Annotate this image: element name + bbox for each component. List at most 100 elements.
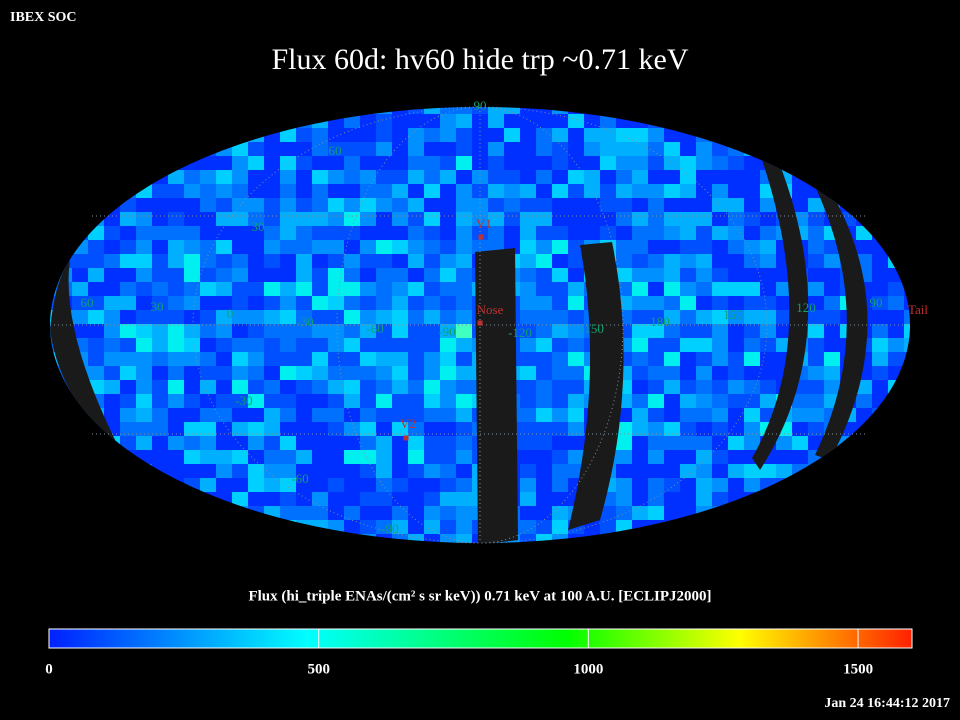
sky-tile	[680, 310, 696, 324]
sky-tile	[408, 366, 424, 380]
sky-tile	[408, 184, 424, 198]
sky-tile	[760, 240, 776, 254]
sky-tile	[88, 366, 104, 380]
sky-tile	[232, 156, 248, 170]
sky-tile	[136, 394, 152, 408]
graticule	[50, 106, 910, 544]
sky-tile	[248, 254, 264, 268]
sky-tile	[728, 394, 744, 408]
sky-tile	[296, 198, 312, 212]
sky-tile	[392, 478, 408, 492]
sky-tile	[360, 394, 376, 408]
sky-tile	[344, 338, 360, 352]
sky-tile	[536, 128, 552, 142]
sky-tile	[200, 408, 216, 422]
sky-tile	[88, 324, 104, 338]
sky-tile	[568, 450, 584, 464]
sky-tile	[440, 506, 456, 520]
sky-tile	[360, 240, 376, 254]
sky-tile	[520, 478, 536, 492]
sky-tile	[904, 324, 910, 338]
sky-tile	[664, 380, 680, 394]
longitude-label: 90	[870, 295, 883, 310]
sky-tile	[824, 268, 840, 282]
sky-tile	[856, 394, 872, 408]
sky-tile	[200, 380, 216, 394]
sky-tile	[456, 128, 472, 142]
sky-tile	[344, 282, 360, 296]
sky-tile	[328, 226, 344, 240]
markers: V1 Nose V2 Tail	[400, 216, 928, 441]
sky-tile	[520, 408, 536, 422]
sky-tile	[440, 310, 456, 324]
sky-tile	[184, 310, 200, 324]
sky-tile	[360, 142, 376, 156]
sky-tile	[872, 310, 888, 324]
sky-tile	[232, 240, 248, 254]
sky-tile	[424, 506, 440, 520]
sky-tile	[216, 296, 232, 310]
sky-tile	[792, 394, 808, 408]
sky-tile	[568, 254, 584, 268]
sky-tile	[632, 212, 648, 226]
sky-tile	[168, 464, 184, 478]
sky-tile	[280, 324, 296, 338]
sky-tile	[728, 296, 744, 310]
sky-tile	[280, 478, 296, 492]
marker-label: Tail	[908, 302, 928, 317]
sky-tile	[440, 478, 456, 492]
sky-tile	[424, 128, 440, 142]
sky-tile	[536, 338, 552, 352]
sky-tile	[296, 268, 312, 282]
sky-tile	[584, 198, 600, 212]
sky-tile	[376, 310, 392, 324]
sky-tile	[520, 422, 536, 436]
sky-tile	[824, 366, 840, 380]
sky-tile	[776, 450, 792, 464]
sky-tile	[248, 240, 264, 254]
sky-tile	[344, 506, 360, 520]
sky-tile	[232, 296, 248, 310]
sky-tile	[680, 254, 696, 268]
sky-tile	[888, 338, 904, 352]
sky-tile	[200, 240, 216, 254]
sky-tile	[408, 282, 424, 296]
sky-tile	[440, 464, 456, 478]
sky-tile	[280, 282, 296, 296]
sky-tile	[440, 268, 456, 282]
sky-tile	[584, 142, 600, 156]
sky-tile	[664, 156, 680, 170]
sky-tile	[440, 156, 456, 170]
sky-tile	[328, 240, 344, 254]
sky-tile	[648, 380, 664, 394]
sky-tile	[728, 310, 744, 324]
sky-tile	[376, 142, 392, 156]
sky-tile	[280, 128, 296, 142]
sky-tile	[296, 226, 312, 240]
sky-tile	[200, 450, 216, 464]
sky-tile	[632, 436, 648, 450]
sky-tile	[280, 436, 296, 450]
sky-tile	[520, 492, 536, 506]
sky-tile	[408, 464, 424, 478]
sky-tile	[344, 310, 360, 324]
sky-tile	[344, 366, 360, 380]
sky-tile	[536, 282, 552, 296]
sky-tile	[376, 282, 392, 296]
sky-tile	[712, 366, 728, 380]
sky-tile	[408, 212, 424, 226]
sky-tile	[232, 268, 248, 282]
sky-tile	[120, 436, 136, 450]
sky-tile	[456, 450, 472, 464]
sky-tile	[232, 282, 248, 296]
sky-tile	[712, 268, 728, 282]
sky-tile	[216, 338, 232, 352]
sky-tile	[456, 254, 472, 268]
sky-tile	[152, 184, 168, 198]
sky-tile	[648, 394, 664, 408]
sky-tile	[552, 240, 568, 254]
sky-tile	[248, 492, 264, 506]
sky-tile	[296, 240, 312, 254]
sky-tile	[184, 282, 200, 296]
sky-tile	[424, 422, 440, 436]
